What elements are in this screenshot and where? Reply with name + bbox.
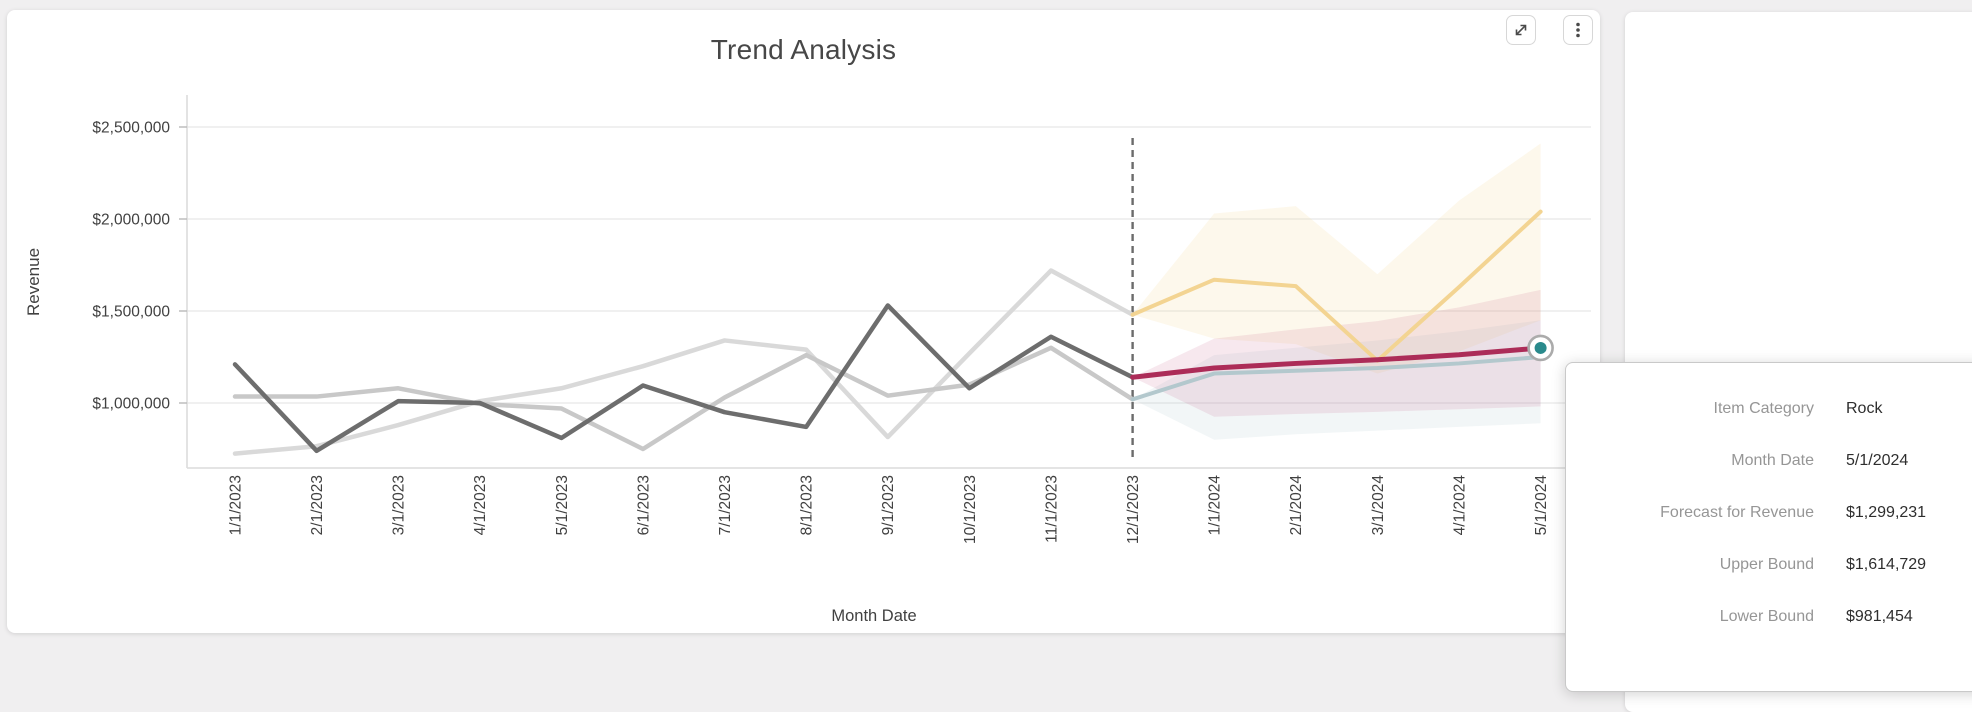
svg-text:1/1/2024: 1/1/2024 [1207,475,1224,536]
svg-text:2/1/2023: 2/1/2023 [309,475,326,535]
svg-text:2/1/2024: 2/1/2024 [1288,475,1305,536]
tooltip-rows: Item Category Rock Month Date 5/1/2024 Forec… [1566,383,1972,643]
tooltip-row-value: 5/1/2024 [1846,452,1909,469]
tooltip-row-label: Item Category [1713,400,1814,417]
x-axis-labels: 1/1/2023 2/1/2023 3/1/2023 4/1/2023 5/1/2023… [227,475,1550,544]
svg-text:$2,000,000: $2,000,000 [92,212,170,229]
tooltip-row-label: Forecast for Revenue [1660,504,1814,521]
trend-analysis-card: Trend Analysis $2,500,000 $2,000,000 $1,50… [7,10,1600,633]
svg-text:4/1/2023: 4/1/2023 [472,475,489,535]
tooltip-row: Forecast for Revenue $1,299,231 [1566,487,1972,539]
highlighted-forecast-point[interactable] [1527,334,1554,362]
svg-text:$2,500,000: $2,500,000 [92,120,170,137]
svg-text:7/1/2023: 7/1/2023 [717,475,734,535]
tooltip-row: Upper Bound $1,614,729 [1566,539,1972,591]
tooltip-row-label: Upper Bound [1719,556,1814,573]
axis-lines [179,95,1591,469]
svg-text:5/1/2023: 5/1/2023 [554,475,571,535]
tooltip-row-value: $981,454 [1846,608,1913,625]
trend-analysis-chart: $2,500,000 $2,000,000 $1,500,000 $1,000,000… [24,95,1591,625]
kebab-menu-icon [1569,21,1587,39]
svg-text:6/1/2023: 6/1/2023 [635,475,652,535]
svg-text:$1,500,000: $1,500,000 [92,304,170,321]
tooltip-row-value: $1,614,729 [1846,556,1927,573]
expand-button[interactable] [1506,15,1536,45]
series-lines [232,209,1544,456]
svg-text:5/1/2024: 5/1/2024 [1533,475,1550,536]
svg-text:3/1/2024: 3/1/2024 [1370,475,1387,536]
svg-text:$1,000,000: $1,000,000 [92,396,170,413]
forecast-confidence-bands [1132,143,1541,440]
svg-text:12/1/2023: 12/1/2023 [1125,475,1142,544]
chart-tooltip: Item Category Rock Month Date 5/1/2024 Forec… [1565,362,1972,692]
tooltip-row-value: Rock [1846,400,1883,417]
tooltip-row-label: Lower Bound [1719,608,1814,625]
kebab-menu-button[interactable] [1563,15,1593,45]
rock-actual-line [232,303,1135,454]
tooltip-row-label: Month Date [1731,452,1814,469]
rock-forecast-band [1132,289,1541,417]
y-axis-title: Revenue [24,248,43,316]
series2-forecast-line [1130,355,1543,402]
series3-forecast-band [1132,143,1541,374]
svg-text:10/1/2023: 10/1/2023 [962,475,979,544]
tooltip-row: Lower Bound $981,454 [1566,591,1972,643]
svg-text:3/1/2023: 3/1/2023 [391,475,408,535]
y-axis-labels: $2,500,000 $2,000,000 $1,500,000 $1,000,000 [92,120,170,413]
rock-forecast-line [1130,345,1544,380]
series2-forecast-band [1132,320,1541,440]
svg-text:11/1/2023: 11/1/2023 [1043,475,1060,543]
x-axis-title: Month Date [831,607,916,625]
tooltip-row: Item Category Rock [1566,383,1972,435]
svg-text:1/1/2023: 1/1/2023 [227,475,244,535]
tooltip-row: Month Date 5/1/2024 [1566,435,1972,487]
chart-title: Trend Analysis [710,34,897,65]
series3-forecast-line [1130,209,1543,363]
svg-text:4/1/2024: 4/1/2024 [1451,475,1468,536]
svg-text:9/1/2023: 9/1/2023 [880,475,897,535]
series3-actual-line [232,268,1135,456]
expand-icon [1512,21,1530,39]
svg-text:8/1/2023: 8/1/2023 [799,475,816,535]
tooltip-row-value: $1,299,231 [1846,504,1927,521]
